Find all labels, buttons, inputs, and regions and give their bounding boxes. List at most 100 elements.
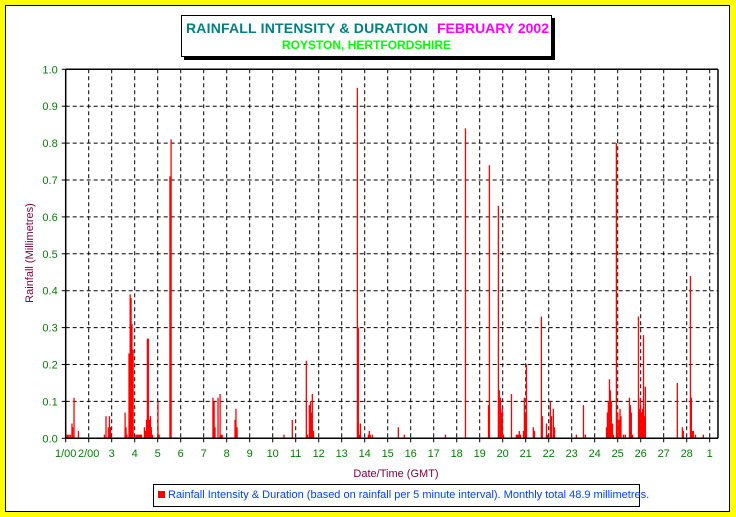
x-tick-label: 1/00 <box>55 448 76 460</box>
rainfall-bar <box>135 434 137 439</box>
rainfall-bar <box>488 165 491 439</box>
y-tick-label: 0.8 <box>42 138 57 150</box>
rainfall-bar <box>515 434 517 439</box>
rainfall-bar <box>619 408 621 439</box>
rainfall-bar <box>144 430 146 439</box>
x-tick-label: 19 <box>474 448 486 460</box>
rainfall-bar <box>617 412 619 439</box>
x-tick-label: 5 <box>155 448 161 460</box>
rainfall-bar <box>618 419 620 439</box>
rainfall-bar <box>132 349 134 439</box>
rainfall-bar <box>311 394 313 439</box>
x-tick-label: 10 <box>267 448 279 460</box>
rainfall-bar <box>702 434 704 439</box>
rainfall-bar <box>546 434 549 439</box>
rainfall-bar <box>620 416 622 439</box>
rainfall-bar <box>283 434 285 439</box>
rainfall-bar <box>213 401 215 439</box>
x-tick-label: 21 <box>520 448 532 460</box>
x-tick-label: 11 <box>290 448 301 460</box>
x-tick-label: 26 <box>635 448 647 460</box>
rainfall-bar <box>444 434 447 439</box>
legend-label: Rainfall Intensity & Duration (based on … <box>168 489 650 501</box>
rainfall-bar <box>214 427 216 439</box>
rainfall-bar <box>689 275 692 439</box>
rainfall-bar <box>541 416 543 439</box>
rainfall-bar <box>487 405 490 439</box>
y-tick-label: 0.3 <box>42 323 57 335</box>
rainfall-bar <box>125 427 127 439</box>
rainfall-bar <box>552 408 554 439</box>
rainfall-bar <box>108 416 111 439</box>
rainfall-bar <box>643 416 646 439</box>
rainfall-bar <box>540 316 543 439</box>
y-tick-label: 0.1 <box>42 396 57 408</box>
rainfall-bar <box>148 419 151 439</box>
rainfall-bar <box>532 427 534 439</box>
rainfall-bar <box>550 416 553 439</box>
rainfall-bar <box>138 434 140 439</box>
rainfall-bar <box>638 408 641 439</box>
rainfall-bar <box>129 294 131 439</box>
x-tick-label: 1 <box>707 448 713 460</box>
x-tick-label: 25 <box>612 448 624 460</box>
rainfall-bar <box>605 427 608 439</box>
rainfall-bar <box>212 397 214 439</box>
rainfall-bar <box>499 397 502 439</box>
y-tick-label: 0.0 <box>42 433 57 445</box>
rainfall-bar <box>609 390 612 439</box>
rainfall-bar <box>219 394 221 439</box>
rainfall-bar <box>358 434 361 439</box>
x-tick-label: 24 <box>589 448 601 460</box>
x-tick-label: 4 <box>132 448 138 460</box>
y-tick-label: 0.4 <box>42 286 57 298</box>
x-tick-label: 9 <box>247 448 253 460</box>
rainfall-bar <box>220 434 222 439</box>
x-tick-label: 6 <box>178 448 184 460</box>
x-tick-label: 17 <box>428 448 440 460</box>
rainfall-bar <box>510 394 513 439</box>
y-tick-label: 0.5 <box>42 249 57 261</box>
rainfall-bar <box>501 408 503 439</box>
rainfall-bar <box>357 327 359 439</box>
x-tick-label: 2/00 <box>78 448 99 460</box>
rainfall-bar <box>150 427 152 439</box>
rainfall-bar <box>312 430 315 439</box>
rainfall-bar <box>140 434 143 439</box>
rainfall-bar <box>575 434 577 439</box>
rainfall-bar <box>553 427 556 439</box>
rainfall-bar <box>124 412 126 439</box>
rainfall-bar <box>682 430 684 439</box>
rainfall-bar <box>73 397 75 439</box>
rainfall-bar <box>137 434 140 439</box>
rainfall-bar <box>500 412 503 439</box>
rainfall-bar <box>130 298 132 439</box>
rainfall-bar <box>516 434 519 439</box>
rainfall-bar <box>644 386 646 439</box>
rainfall-bar <box>143 427 146 439</box>
x-tick-label: 22 <box>543 448 555 460</box>
x-tick-label: 3 <box>109 448 115 460</box>
rainfall-bar <box>151 434 154 439</box>
rainfall-bar <box>308 405 310 439</box>
rainfall-bar <box>640 412 643 439</box>
x-tick-label: 20 <box>497 448 509 460</box>
rainfall-bar <box>234 419 236 439</box>
rainfall-bar <box>545 423 548 439</box>
rainfall-bar <box>694 434 697 439</box>
chart-title: RAINFALL INTENSITY & DURATION <box>186 20 429 36</box>
rainfall-bar <box>221 434 223 439</box>
rainfall-bar <box>136 434 138 439</box>
rainfall-bar <box>139 434 142 439</box>
rainfall-bar <box>371 434 373 439</box>
x-tick-label: 18 <box>451 448 463 460</box>
y-tick-label: 0.6 <box>42 212 57 224</box>
legend: Rainfall Intensity & Duration (based on … <box>153 484 649 507</box>
rainfall-bar <box>68 434 70 439</box>
rainfall-bar <box>103 434 106 439</box>
rainfall-bar <box>131 323 133 439</box>
rainfall-bar <box>217 397 219 439</box>
x-axis-title: Date/Time (GMT) <box>353 468 438 480</box>
rainfall-bar <box>72 427 74 439</box>
y-tick-label: 1.0 <box>42 64 57 76</box>
